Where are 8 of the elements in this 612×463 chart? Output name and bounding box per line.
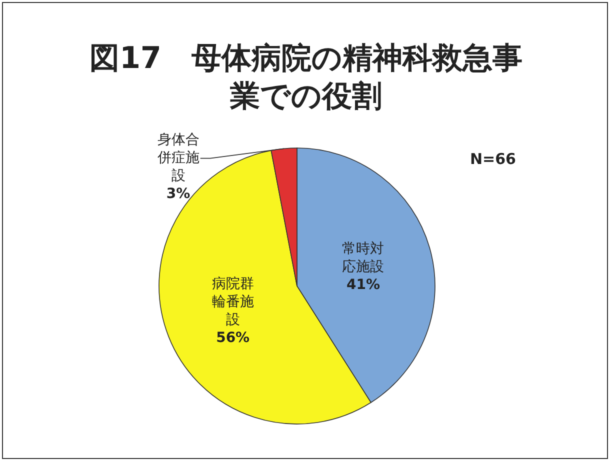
data-label: 41% <box>345 276 381 294</box>
slice-label: 身体合併症施設 <box>156 131 200 186</box>
data-label: 56% <box>215 329 251 348</box>
slice-label: 病院群輪番施設 <box>211 275 255 330</box>
data-label: 3% <box>165 185 192 204</box>
slice-label: 常時対応施設 <box>342 240 385 276</box>
text: N=66 <box>470 150 516 168</box>
chart-title: 図17 母体病院の精神科救急事業での役割 <box>88 40 524 116</box>
